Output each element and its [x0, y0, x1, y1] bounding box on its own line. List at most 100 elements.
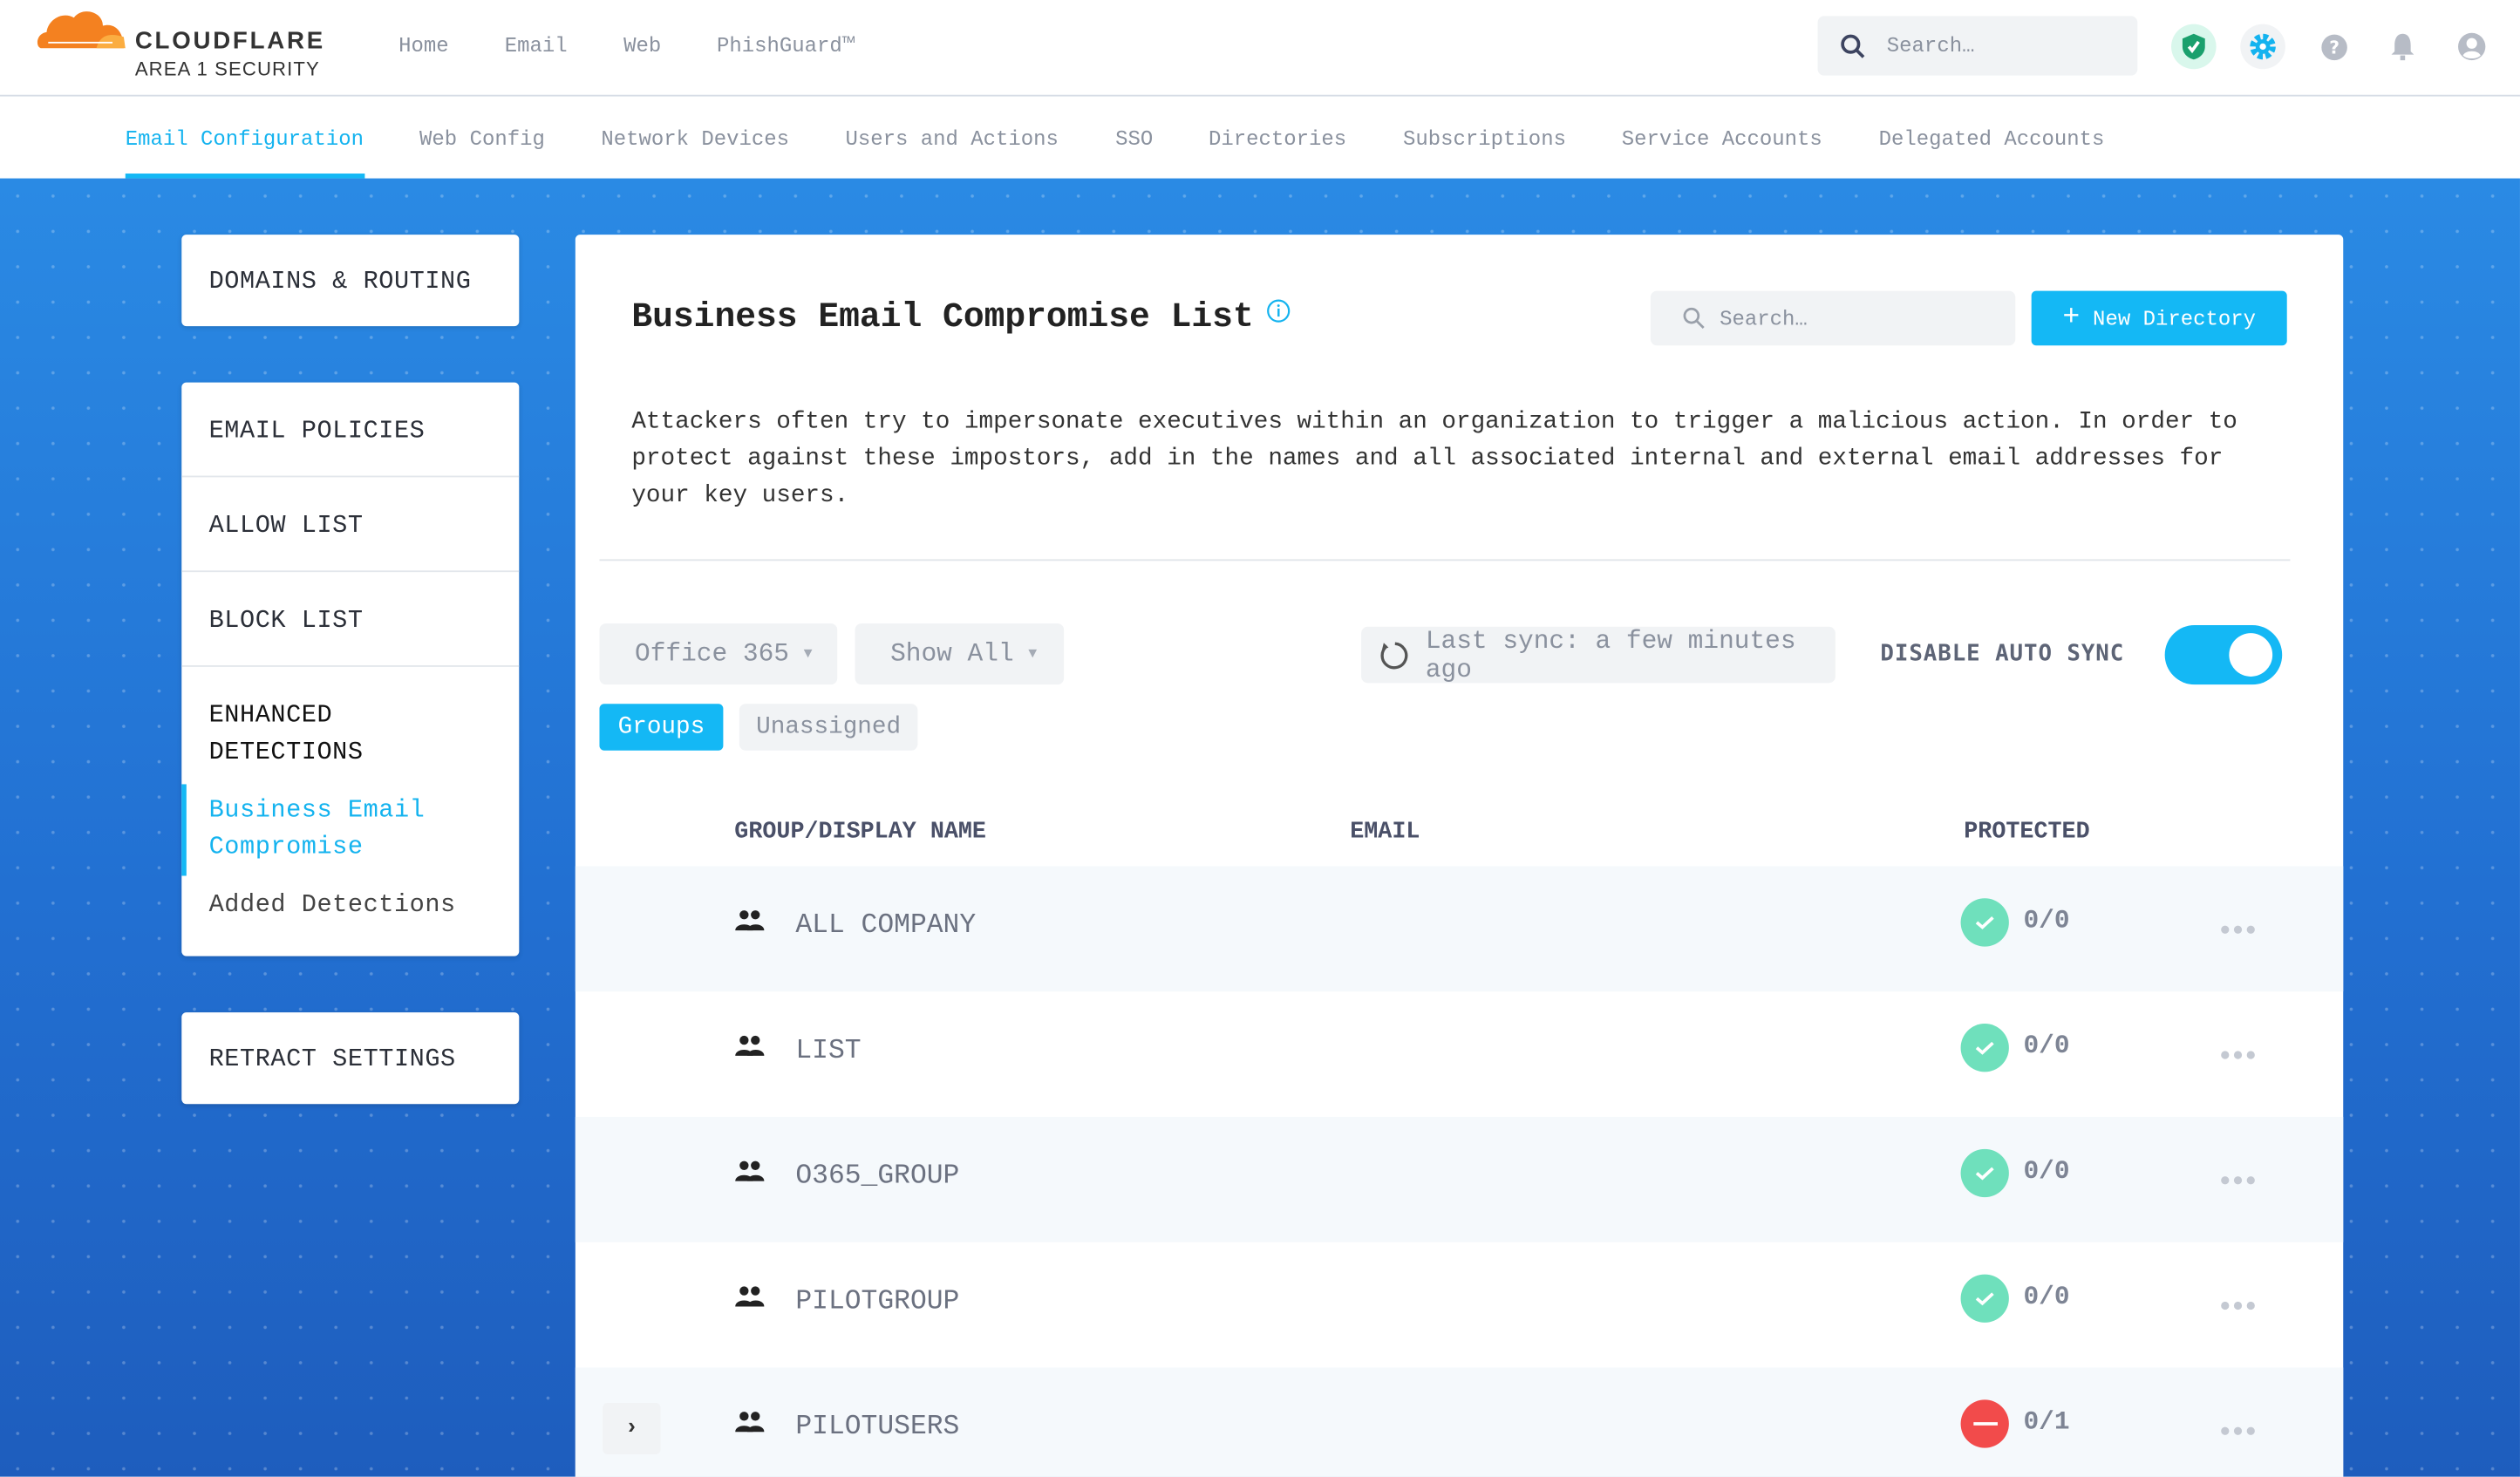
tab-directories[interactable]: Directories	[1209, 126, 1347, 152]
group-icon	[735, 1160, 765, 1181]
sidebar-item-retract-settings[interactable]: RETRACT SETTINGS	[208, 1045, 456, 1074]
protected-count: 0/0	[2023, 1282, 2070, 1311]
protected-count: 0/0	[2023, 1157, 2070, 1187]
tab-network-devices[interactable]: Network Devices	[601, 126, 790, 152]
source-select[interactable]: Office 365 ▼	[599, 623, 838, 685]
sidebar-item-email-policies[interactable]: EMAIL POLICIES	[208, 416, 426, 446]
sidebar-item-domains-routing[interactable]: DOMAINS & ROUTING	[208, 266, 472, 296]
expand-row-button[interactable]: ›	[603, 1403, 661, 1455]
cloudflare-logo-icon[interactable]	[36, 8, 129, 50]
bell-icon[interactable]	[2380, 24, 2426, 70]
protected-count: 0/1	[2023, 1407, 2070, 1437]
help-icon[interactable]: ?	[2311, 24, 2356, 70]
user-icon[interactable]	[2449, 24, 2495, 70]
more-options-icon[interactable]	[2221, 1051, 2255, 1059]
divider	[181, 475, 520, 478]
auto-sync-toggle[interactable]	[2164, 624, 2283, 685]
filter-select[interactable]: Show All ▼	[855, 623, 1065, 685]
gear-icon[interactable]	[2240, 24, 2285, 70]
protected-count: 0/0	[2023, 1031, 2070, 1061]
brand-name: CLOUDFLARE	[134, 27, 325, 55]
search-icon	[1683, 307, 1705, 329]
more-options-icon[interactable]	[2221, 1426, 2255, 1435]
list-search-placeholder: Search…	[1720, 306, 1808, 330]
group-name[interactable]: PILOTUSERS	[795, 1412, 960, 1444]
refresh-icon	[1380, 642, 1408, 670]
nav-web[interactable]: Web	[623, 33, 662, 58]
caret-down-icon: ▼	[803, 645, 813, 663]
sidebar-card-retract: RETRACT SETTINGS	[181, 1012, 520, 1105]
sidebar-card-policies: EMAIL POLICIES ALLOW LIST BLOCK LIST ENH…	[181, 382, 520, 956]
nav-home[interactable]: Home	[398, 33, 449, 58]
tab-users-and-actions[interactable]: Users and Actions	[845, 126, 1059, 152]
protected-check-icon	[1960, 1024, 2009, 1072]
list-search-input[interactable]: Search…	[1650, 290, 2016, 346]
column-header-email[interactable]: EMAIL	[1350, 819, 1420, 846]
source-select-value: Office 365	[635, 639, 789, 669]
group-name[interactable]: PILOTGROUP	[795, 1287, 960, 1318]
page-title: Business Email Compromise List	[631, 298, 1254, 338]
protected-count: 0/0	[2023, 906, 2070, 936]
group-icon	[735, 1035, 765, 1056]
sidebar-item-business-email-compromise[interactable]: Business Email Compromise	[181, 784, 519, 876]
more-options-icon[interactable]	[2221, 1176, 2255, 1185]
more-options-icon[interactable]	[2221, 1301, 2255, 1310]
divider	[181, 570, 520, 573]
top-search-input[interactable]: Search…	[1817, 16, 2138, 76]
divider	[181, 665, 520, 667]
plus-icon: +	[2062, 302, 2081, 335]
top-search-placeholder: Search…	[1886, 33, 1975, 58]
sidebar-card-domains: DOMAINS & ROUTING	[181, 235, 520, 327]
label-line: ENHANCED	[208, 700, 333, 730]
label-line: Compromise	[208, 832, 364, 861]
more-options-icon[interactable]	[2221, 925, 2255, 934]
svg-text:?: ?	[2328, 37, 2339, 58]
nav-email[interactable]: Email	[504, 33, 568, 58]
table-row[interactable]: › PILOTUSERS 0/1	[575, 1367, 2344, 1477]
last-sync-text: Last sync: a few minutes ago	[1425, 625, 1796, 684]
sidebar-item-block-list[interactable]: BLOCK LIST	[208, 605, 364, 636]
shield-check-icon[interactable]	[2171, 24, 2217, 70]
table-row[interactable]: LIST 0/0	[576, 991, 2343, 1117]
info-icon[interactable]	[1266, 299, 1291, 323]
tab-subscriptions[interactable]: Subscriptions	[1403, 126, 1566, 152]
column-header-name[interactable]: GROUP/DISPLAY NAME	[734, 819, 987, 846]
group-name[interactable]: ALL COMPANY	[795, 911, 977, 943]
search-icon	[1841, 34, 1865, 58]
protected-check-icon	[1960, 898, 2009, 947]
toggle-knob	[2229, 633, 2273, 677]
tab-email-configuration[interactable]: Email Configuration	[125, 126, 364, 152]
sync-button[interactable]: Last sync: a few minutes ago	[1361, 625, 1836, 684]
sidebar-item-added-detections[interactable]: Added Detections	[208, 890, 456, 920]
description: Attackers often try to impersonate execu…	[631, 404, 2286, 514]
top-bar: CLOUDFLARE AREA 1 SECURITY Home Email We…	[0, 0, 2520, 97]
main-panel: Business Email Compromise List Search… +…	[575, 235, 2344, 1477]
group-icon	[735, 1286, 765, 1307]
sidebar-item-enhanced-detections[interactable]: ENHANCED DETECTIONS	[181, 698, 519, 772]
column-header-protected[interactable]: PROTECTED	[1964, 819, 2090, 846]
new-directory-button[interactable]: + New Directory	[2031, 290, 2287, 346]
tab-service-accounts[interactable]: Service Accounts	[1621, 126, 1822, 152]
group-icon	[735, 910, 765, 931]
sub-navigation: Email Configuration Web Config Network D…	[0, 98, 2520, 179]
brand-sub: AREA 1 SECURITY	[134, 58, 320, 81]
group-icon	[735, 1412, 765, 1433]
group-name[interactable]: O365_GROUP	[795, 1161, 960, 1193]
description-line: protect against these impostors, add in …	[631, 445, 2224, 473]
sidebar-item-allow-list[interactable]: ALLOW LIST	[208, 511, 364, 541]
group-name[interactable]: LIST	[795, 1036, 862, 1067]
divider	[599, 559, 2291, 562]
tab-web-config[interactable]: Web Config	[419, 126, 545, 152]
tab-groups[interactable]: Groups	[599, 704, 724, 751]
new-directory-label: New Directory	[2093, 306, 2256, 330]
tab-delegated-accounts[interactable]: Delegated Accounts	[1878, 126, 2105, 152]
table-row[interactable]: ALL COMPANY 0/0	[575, 866, 2344, 992]
table-row[interactable]: O365_GROUP 0/0	[575, 1116, 2344, 1242]
table-row[interactable]: PILOTGROUP 0/0	[576, 1242, 2343, 1368]
description-line: your key users.	[631, 481, 849, 510]
tab-unassigned[interactable]: Unassigned	[739, 704, 918, 751]
nav-phishguard[interactable]: PhishGuard™	[717, 33, 855, 58]
tab-sso[interactable]: SSO	[1115, 126, 1154, 152]
protected-check-icon	[1960, 1274, 2009, 1323]
caret-down-icon: ▼	[1028, 645, 1038, 663]
